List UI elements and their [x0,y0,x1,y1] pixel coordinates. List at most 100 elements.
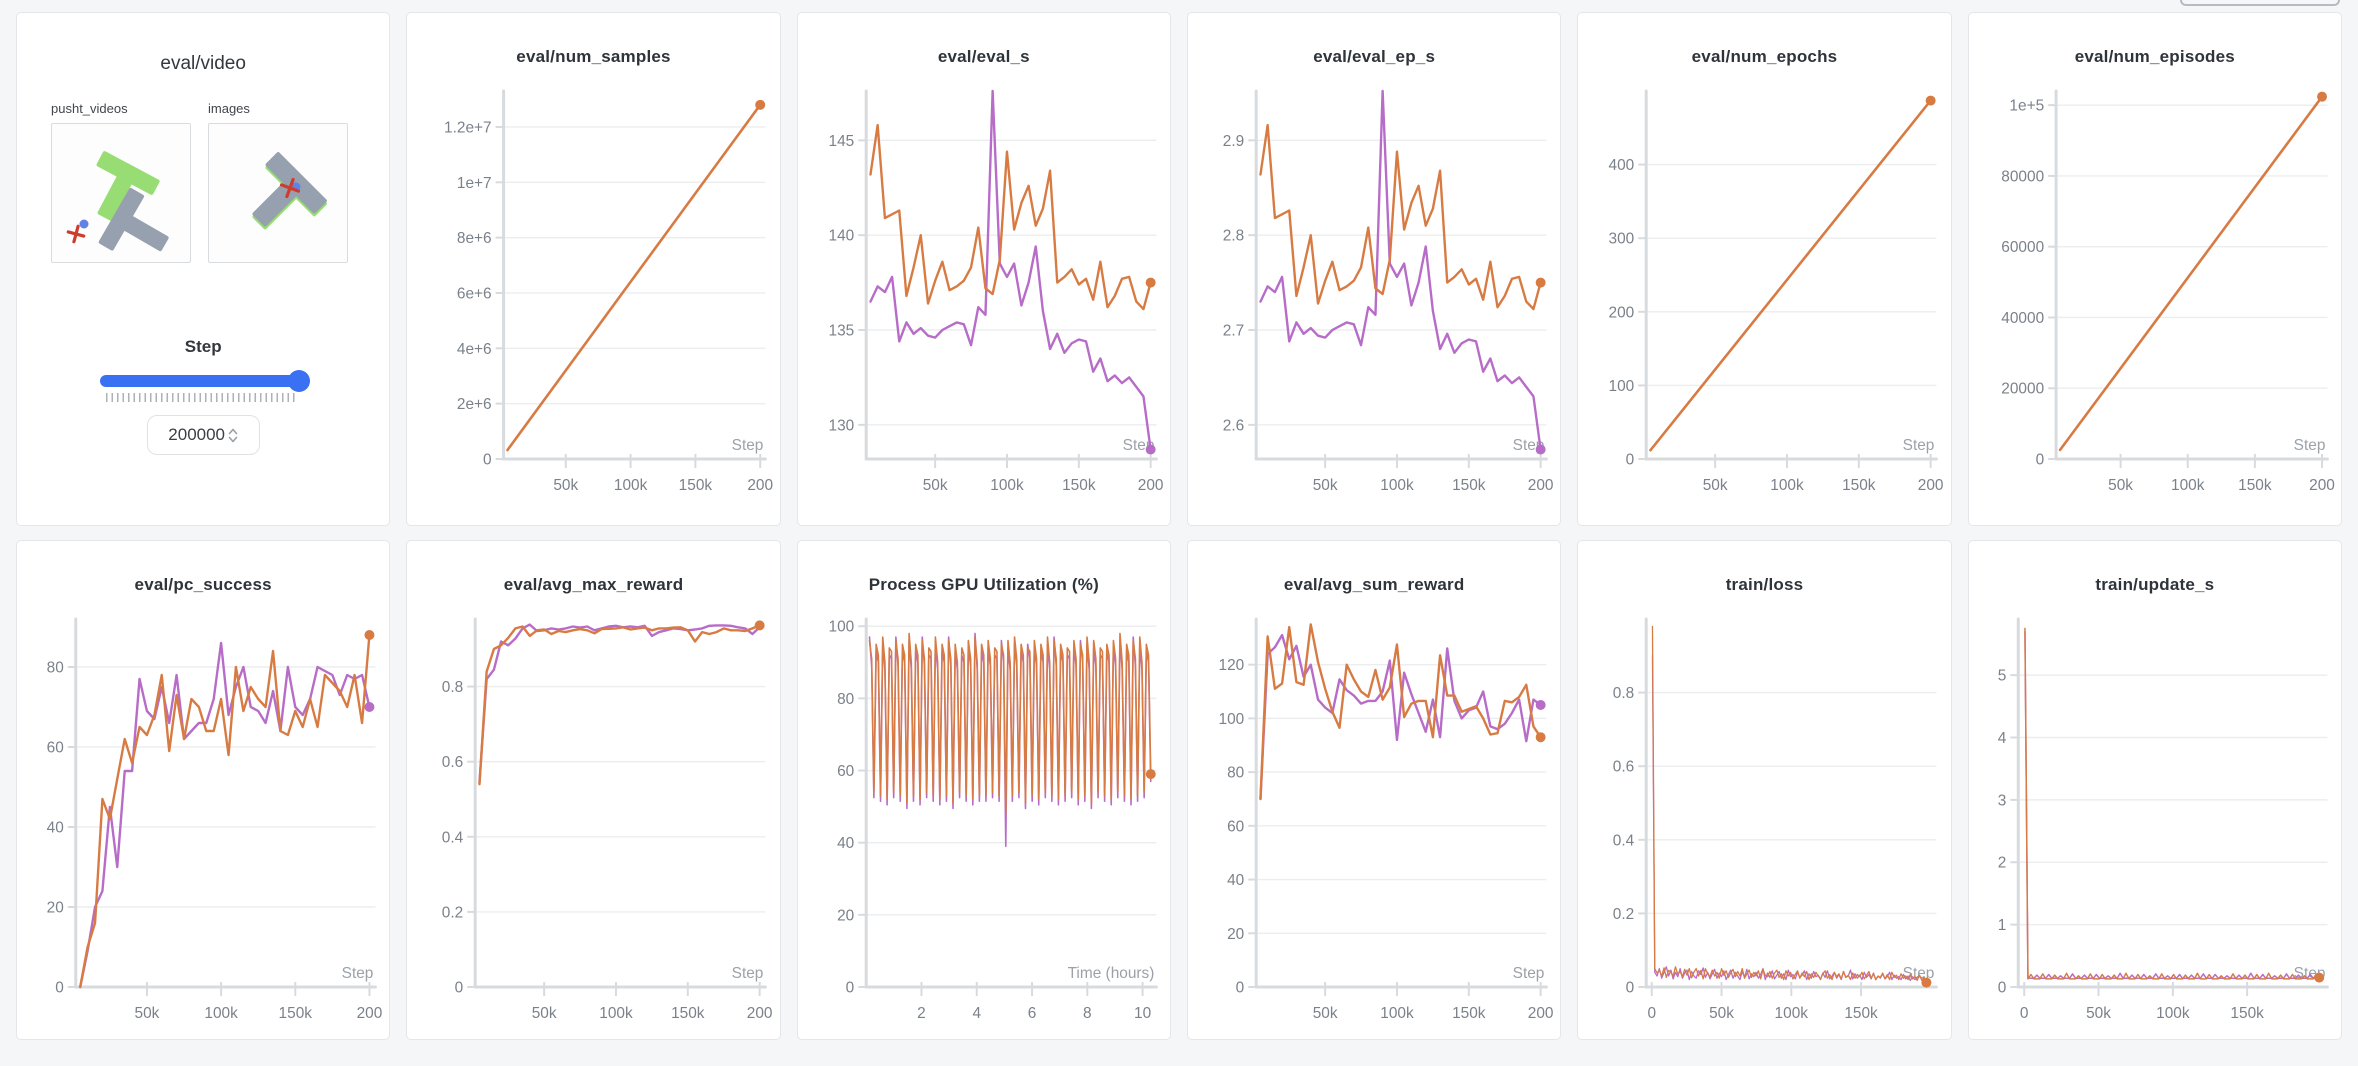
svg-text:Step: Step [2293,437,2325,454]
chart-title: train/loss [1725,575,1804,594]
chart-title: eval/pc_success [134,575,272,594]
svg-text:100: 100 [1609,378,1635,395]
svg-text:150k: 150k [279,1005,313,1022]
stepper-up-icon[interactable] [228,428,238,435]
media-item-pusht-videos: pusht_videos [51,101,191,263]
svg-text:150k: 150k [2230,1005,2264,1022]
media-item-images: images [208,101,348,263]
pusht-image-thumbnail[interactable] [208,123,348,263]
chart-panel: train/loss 0 0.2 0.4 0.6 0.8 0 50k 100k 150k Step [1577,540,1952,1040]
svg-text:150k: 150k [1845,1005,1879,1022]
svg-text:50k: 50k [1313,1005,1338,1022]
chart-title: eval/eval_ep_s [1313,47,1436,66]
svg-text:100k: 100k [204,1005,238,1022]
svg-text:0.2: 0.2 [442,904,463,921]
pusht-scene-icon [66,151,169,252]
cutoff-button-remnant[interactable] [2180,0,2340,6]
svg-text:100k: 100k [614,477,648,494]
svg-text:3: 3 [1997,792,2006,809]
svg-text:200: 200 [747,1005,773,1022]
chart-canvas[interactable]: 0 0.2 0.4 0.6 0.8 50k 100k 150k 200 Step [407,611,779,1040]
svg-text:0: 0 [1236,979,1245,996]
svg-text:200: 200 [748,477,774,494]
chart-canvas[interactable]: 0 2e+6 4e+6 6e+6 8e+6 1e+7 1.2e+7 50k 100k 150k 20… [407,83,779,515]
chart-panel: eval/pc_success 0 20 40 60 80 50k 100k 150k 200 St… [16,540,391,1040]
svg-text:80: 80 [837,691,854,708]
svg-text:0: 0 [845,979,854,996]
panel-eval-video: eval/video pusht_videos [16,12,391,526]
svg-text:60: 60 [47,739,64,756]
svg-text:40: 40 [837,835,854,852]
svg-text:2.6: 2.6 [1223,417,1244,434]
svg-text:50k: 50k [532,1005,557,1022]
chart-title: Process GPU Utilization (%) [868,575,1099,594]
svg-text:20: 20 [47,899,64,916]
media-label: pusht_videos [51,101,128,116]
svg-text:0.6: 0.6 [1613,759,1634,776]
stepper-down-icon[interactable] [228,436,238,443]
svg-text:50k: 50k [2108,477,2133,494]
svg-text:Time (hours): Time (hours) [1067,965,1154,982]
svg-text:0: 0 [1648,1005,1657,1022]
svg-text:60000: 60000 [2001,239,2044,256]
slider-tick-ruler [106,393,297,402]
svg-text:135: 135 [828,322,854,339]
svg-text:2: 2 [917,1005,926,1022]
chart-canvas[interactable]: 0 20 40 60 80 100 120 50k 100k 150k 200 Step [1188,611,1560,1040]
svg-text:50k: 50k [1703,477,1728,494]
svg-text:50k: 50k [2086,1005,2111,1022]
svg-text:200: 200 [1609,304,1635,321]
svg-text:60: 60 [1227,818,1244,835]
svg-text:0: 0 [2035,451,2044,468]
step-number-input[interactable]: 200000 [146,415,260,455]
svg-text:150k: 150k [2238,477,2272,494]
step-slider-label: Step [184,337,222,356]
svg-text:2.7: 2.7 [1223,322,1244,339]
pusht-scene-icon [252,152,327,230]
svg-text:40000: 40000 [2001,310,2044,327]
svg-text:1e+7: 1e+7 [457,175,492,192]
chart-canvas[interactable]: 0 20000 40000 60000 80000 1e+5 50k 100k 150k 200 S… [1969,83,2341,515]
svg-text:200: 200 [2309,477,2335,494]
svg-text:300: 300 [1609,231,1635,248]
svg-text:6e+6: 6e+6 [457,285,492,302]
svg-text:0.6: 0.6 [442,754,463,771]
step-slider[interactable] [100,370,311,405]
svg-text:Step: Step [1903,437,1935,454]
svg-text:150k: 150k [1842,477,1876,494]
svg-text:150k: 150k [679,477,713,494]
svg-text:6: 6 [1027,1005,1036,1022]
pusht-video-thumbnail[interactable] [51,123,191,263]
svg-text:20: 20 [837,907,854,924]
chart-canvas[interactable]: 0 20 40 60 80 50k 100k 150k 200 Step [17,611,389,1040]
svg-text:100k: 100k [1380,477,1414,494]
svg-text:400: 400 [1609,157,1635,174]
media-row: pusht_videos [17,101,389,263]
chart-canvas[interactable]: 0 20 40 60 80 100 2 4 6 8 10 Time (hours) [798,611,1170,1040]
svg-text:80: 80 [1227,765,1244,782]
chart-title: eval/num_samples [516,47,671,66]
media-label: images [208,101,250,116]
svg-text:40: 40 [1227,872,1244,889]
svg-text:0: 0 [1626,451,1635,468]
svg-text:100k: 100k [990,477,1024,494]
chart-canvas[interactable]: 0 100 200 300 400 50k 100k 150k 200 Step [1578,83,1950,515]
chart-panel: Process GPU Utilization (%) 0 20 40 60 80 100 2… [796,540,1171,1040]
svg-text:Step: Step [342,965,374,982]
svg-text:130: 130 [828,417,854,434]
chart-title: eval/avg_sum_reward [1283,575,1465,594]
slider-track[interactable] [100,375,307,387]
svg-text:20: 20 [1227,926,1244,943]
svg-text:200: 200 [1528,477,1554,494]
stepper [228,428,238,443]
svg-text:145: 145 [828,133,854,150]
slider-thumb[interactable] [288,370,311,392]
svg-text:150k: 150k [1452,477,1486,494]
chart-title: eval/avg_max_reward [503,575,684,594]
svg-text:150k: 150k [671,1005,705,1022]
svg-text:200: 200 [1918,477,1944,494]
